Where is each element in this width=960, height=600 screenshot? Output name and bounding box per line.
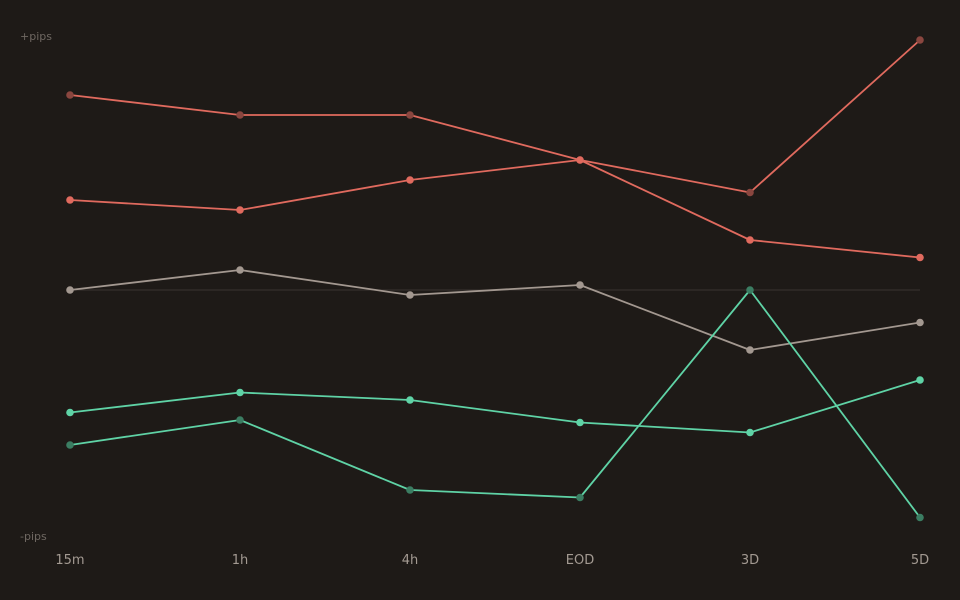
series-1-point-1h [236,111,244,119]
series-2-point-5D [916,253,924,262]
series-1-line [69,39,921,194]
series-4-point-3D [746,428,754,437]
series-5-point-3D [746,286,754,294]
series-5-point-1h [236,416,244,424]
y-axis-top-label: +pips [20,30,52,43]
series-layer [66,36,924,522]
series-5-point-5D [916,513,924,522]
series-4-point-15m [66,408,74,417]
x-tick-label: 3D [741,553,759,568]
x-tick-label: EOD [566,553,594,568]
series-2-line [69,159,921,259]
series-4-line [69,379,921,434]
series-1-point-4h [406,111,414,119]
series-3-point-3D [746,346,754,354]
series-3-point-5D [916,318,924,327]
series-1-point-5D [916,36,924,44]
x-tick-label: 4h [402,553,419,568]
series-4-point-EOD [576,418,584,427]
series-5-point-4h [406,486,414,494]
series-2 [66,156,924,262]
series-5-point-15m [66,441,74,449]
x-tick-label: 15m [55,553,84,568]
x-tick-label: 1h [232,553,249,568]
series-2-point-EOD [576,156,584,164]
series-2-point-1h [236,206,244,214]
series-4-point-1h [236,388,244,397]
series-3-point-15m [66,286,74,294]
series-3-line [69,269,921,351]
series-2-point-4h [406,176,414,184]
series-4 [66,376,924,437]
x-tick-label: 5D [911,553,929,568]
series-1-point-3D [746,188,754,197]
series-5 [66,286,924,522]
series-3-point-1h [236,266,244,274]
series-3-point-EOD [576,281,584,289]
series-3-point-4h [406,291,414,299]
series-2-point-15m [66,196,74,204]
y-axis-bottom-label: -pips [20,530,47,543]
series-1 [66,36,924,197]
x-axis-tick-labels: 15m 1h 4h EOD 3D 5D [55,553,929,568]
series-3 [66,266,924,354]
series-5-point-EOD [576,493,584,502]
series-2-point-3D [746,236,754,244]
series-5-line [69,289,921,519]
series-4-point-5D [916,376,924,384]
series-1-point-15m [66,91,74,99]
series-4-point-4h [406,396,414,404]
